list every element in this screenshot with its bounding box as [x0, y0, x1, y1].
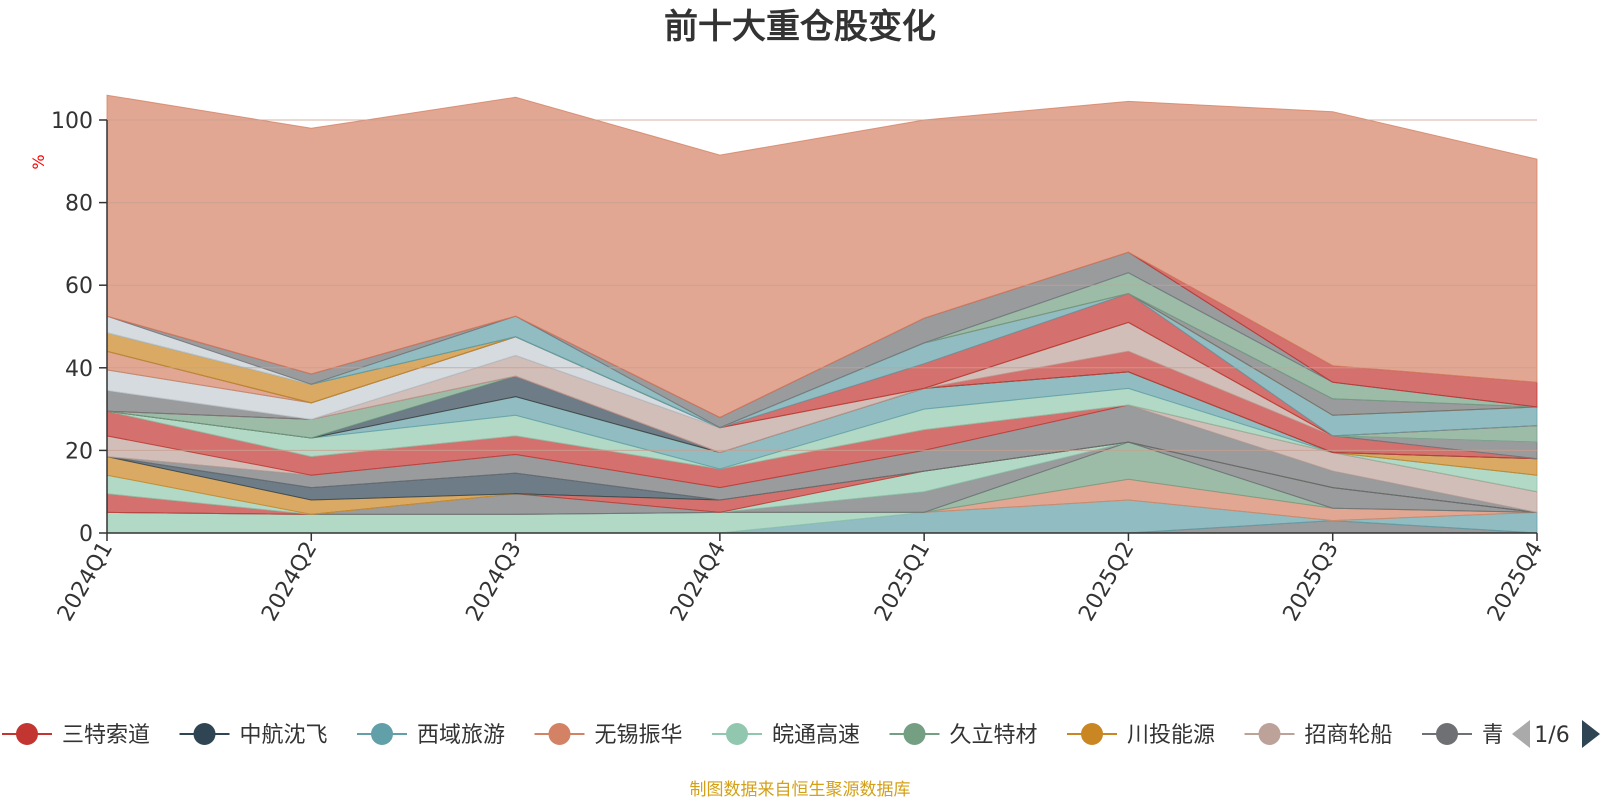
legend-prev-icon[interactable] [1512, 720, 1530, 748]
area-series-35 [106, 94, 1538, 418]
y-axis-ticks: 0 20 40 60 80 100 [51, 109, 107, 547]
chart-title: 前十大重仓股变化 [664, 7, 936, 47]
legend-marker-icon [1258, 723, 1281, 745]
x-tick-label: 2025Q3 [1279, 538, 1344, 626]
legend-label: 久立特材 [950, 723, 1038, 748]
legend-label: 川投能源 [1127, 723, 1215, 748]
x-tick-label: 2025Q2 [1074, 538, 1139, 626]
legend-marker-icon [371, 723, 393, 745]
legend-label: 中航沈飞 [240, 723, 328, 748]
legend-marker-icon [903, 723, 926, 745]
x-axis-ticks: 2024Q1 2024Q2 2024Q3 2024Q4 2025Q1 2025Q2 2025… [53, 533, 1548, 626]
y-tick-label: 40 [65, 357, 93, 382]
x-tick-label: 2024Q3 [461, 538, 526, 626]
legend-item[interactable]: 青 [1422, 723, 1504, 748]
y-axis-unit: % [29, 154, 48, 169]
legend-marker-icon [16, 723, 38, 745]
gridlines [107, 119, 1537, 451]
legend-label: 三特索道 [62, 723, 150, 748]
legend-next-icon[interactable] [1582, 720, 1600, 748]
legend-label: 西域旅游 [417, 723, 505, 748]
legend-label: 皖通高速 [772, 723, 860, 748]
legend-item[interactable]: 三特索道 [2, 723, 150, 748]
legend-marker-icon [193, 723, 216, 745]
area-series-group [106, 94, 1538, 534]
legend-item[interactable]: 西域旅游 [357, 723, 505, 748]
legend-item[interactable]: 招商轮船 [1244, 723, 1393, 748]
legend-item[interactable]: 无锡振华 [534, 723, 683, 748]
legend-page-indicator: 1/6 [1534, 723, 1569, 748]
legend-marker-icon [726, 723, 748, 745]
legend[interactable]: 三特索道 中航沈飞 西域旅游 无锡振华 皖通高速 久立特材 川投能源 招商轮船 青 [2, 723, 1504, 748]
x-tick-label: 2025Q4 [1483, 538, 1548, 626]
legend-item[interactable]: 中航沈飞 [179, 723, 328, 748]
legend-label: 无锡振华 [595, 723, 683, 748]
y-tick-label: 0 [79, 522, 93, 547]
y-tick-label: 60 [65, 274, 93, 299]
data-source-note: 制图数据来自恒生聚源数据库 [690, 780, 911, 800]
legend-marker-icon [1081, 723, 1103, 745]
legend-marker-icon [1436, 723, 1458, 745]
y-tick-label: 80 [65, 192, 93, 217]
x-tick-label: 2025Q1 [870, 538, 935, 626]
y-tick-label: 100 [51, 109, 93, 134]
legend-label: 青 [1482, 723, 1504, 748]
x-tick-label: 2024Q1 [53, 538, 118, 626]
legend-item[interactable]: 久立特材 [889, 723, 1038, 748]
legend-marker-icon [548, 723, 571, 745]
legend-label: 招商轮船 [1305, 723, 1393, 748]
axes [106, 120, 1537, 534]
legend-pager: 1/6 [1512, 720, 1600, 748]
y-tick-label: 20 [65, 439, 93, 464]
x-tick-label: 2024Q4 [666, 538, 731, 626]
legend-item[interactable]: 皖通高速 [712, 723, 860, 748]
x-tick-label: 2024Q2 [257, 538, 322, 626]
legend-item[interactable]: 川投能源 [1067, 723, 1215, 748]
